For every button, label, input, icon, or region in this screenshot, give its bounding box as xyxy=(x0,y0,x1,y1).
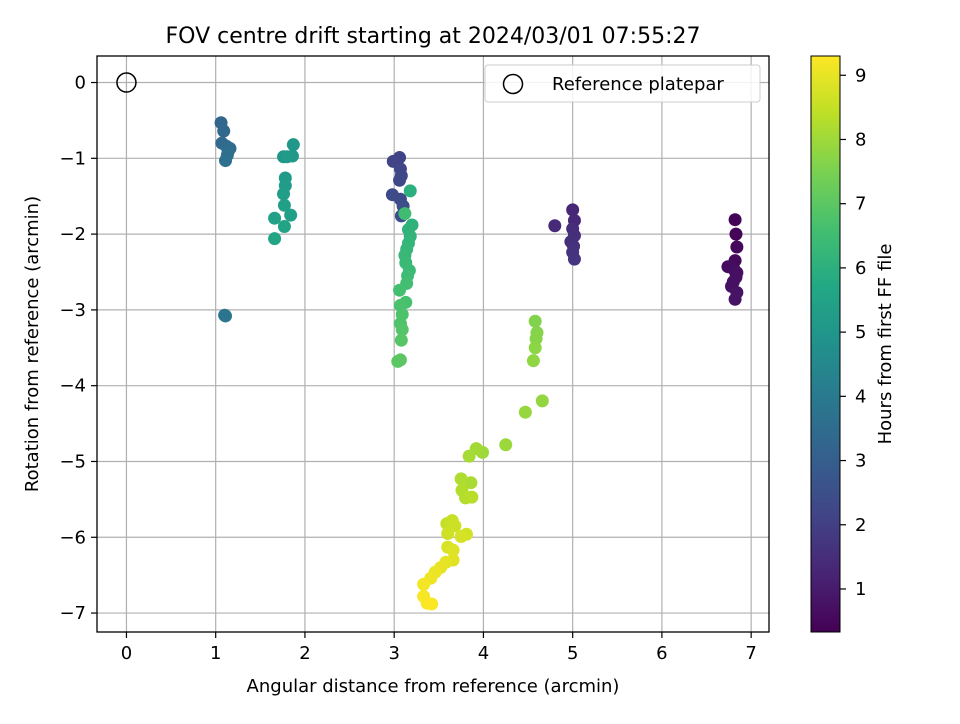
drift-point xyxy=(268,232,282,246)
drift-point xyxy=(454,472,468,486)
colorbar-tick-label: 5 xyxy=(855,322,866,343)
x-tick-label: 0 xyxy=(121,643,132,664)
drift-point xyxy=(268,211,282,225)
colorbar-tick-label: 4 xyxy=(855,386,866,407)
drift-point xyxy=(417,577,431,591)
drift-point xyxy=(465,490,479,504)
drift-point xyxy=(548,219,562,233)
colorbar-tick-label: 7 xyxy=(855,194,866,215)
drift-point xyxy=(277,187,291,201)
x-tick-label: 3 xyxy=(388,643,399,664)
colorbar-gradient xyxy=(810,55,841,633)
plot-frame xyxy=(96,55,770,633)
drift-point xyxy=(393,173,407,187)
drift-point xyxy=(280,150,294,164)
drift-point xyxy=(462,449,476,463)
drift-point xyxy=(526,354,540,368)
x-axis-label: Angular distance from reference (arcmin) xyxy=(247,676,620,697)
y-tick-label: −4 xyxy=(59,376,86,397)
colorbar-tick-label: 3 xyxy=(855,451,866,472)
drift-point xyxy=(277,198,291,212)
y-tick-label: −5 xyxy=(59,451,86,472)
colorbar-tick-label: 1 xyxy=(855,579,866,600)
drift-point xyxy=(728,213,742,227)
y-tick-label: −2 xyxy=(59,224,86,245)
drift-point xyxy=(219,154,233,168)
drift-point xyxy=(441,526,455,540)
legend-box xyxy=(484,64,761,103)
colorbar-tick-label: 2 xyxy=(855,515,866,536)
drift-point xyxy=(393,283,407,297)
drift-point xyxy=(729,227,743,241)
colorbar-tick-label: 6 xyxy=(855,258,866,279)
drift-point xyxy=(518,405,532,419)
drift-point xyxy=(567,252,581,266)
x-tick-label: 1 xyxy=(210,643,221,664)
legend: Reference platepar xyxy=(484,64,761,103)
y-tick-label: −7 xyxy=(59,603,86,624)
drift-point xyxy=(528,314,542,328)
colorbar-tick-label: 8 xyxy=(855,129,866,150)
reference-platepar-marker xyxy=(116,72,137,93)
y-tick-label: −1 xyxy=(59,148,86,169)
drift-point xyxy=(566,203,580,217)
legend-marker-icon xyxy=(502,73,524,95)
drift-point xyxy=(394,333,408,347)
y-tick-label: 0 xyxy=(75,73,86,94)
x-tick-label: 4 xyxy=(478,643,489,664)
drift-point xyxy=(454,530,468,544)
drift-point xyxy=(730,240,744,254)
y-tick-label: −6 xyxy=(59,527,86,548)
x-tick-label: 7 xyxy=(745,643,756,664)
drift-point xyxy=(284,208,298,222)
colorbar-ticks: 1 2 3 4 5 6 7 8 9 xyxy=(840,65,866,600)
x-tick-label: 6 xyxy=(656,643,667,664)
drift-point xyxy=(728,292,742,306)
y-axis-label: Rotation from reference (arcmin) xyxy=(22,196,43,492)
drift-point xyxy=(277,220,291,234)
drift-point xyxy=(395,323,409,337)
drift-point xyxy=(286,138,300,152)
drift-point xyxy=(398,207,412,221)
grid xyxy=(97,56,769,632)
colorbar-label: Hours from first FF file xyxy=(875,244,896,445)
x-tick-label: 5 xyxy=(567,643,578,664)
y-axis: 0 −1 −2 −3 −4 −5 −6 −7 xyxy=(59,73,97,624)
colorbar-tick-label: 9 xyxy=(855,65,866,86)
data-points xyxy=(116,72,744,611)
drift-point xyxy=(425,597,439,611)
colorbar: 1 2 3 4 5 6 7 8 9 Hours from first FF file xyxy=(810,55,896,633)
drift-point xyxy=(499,438,513,452)
chart-title: FOV centre drift starting at 2024/03/01 … xyxy=(166,24,701,49)
drift-point xyxy=(446,543,460,557)
drift-point xyxy=(403,184,417,198)
x-tick-label: 2 xyxy=(299,643,310,664)
legend-label: Reference platepar xyxy=(552,74,724,95)
drift-point xyxy=(528,341,542,355)
y-tick-label: −3 xyxy=(59,300,86,321)
drift-point xyxy=(464,476,478,490)
drift-point xyxy=(219,309,233,323)
drift-point xyxy=(535,394,549,408)
drift-point xyxy=(217,124,231,138)
x-axis: 0 1 2 3 4 5 6 7 xyxy=(121,632,757,664)
drift-point xyxy=(391,354,405,368)
